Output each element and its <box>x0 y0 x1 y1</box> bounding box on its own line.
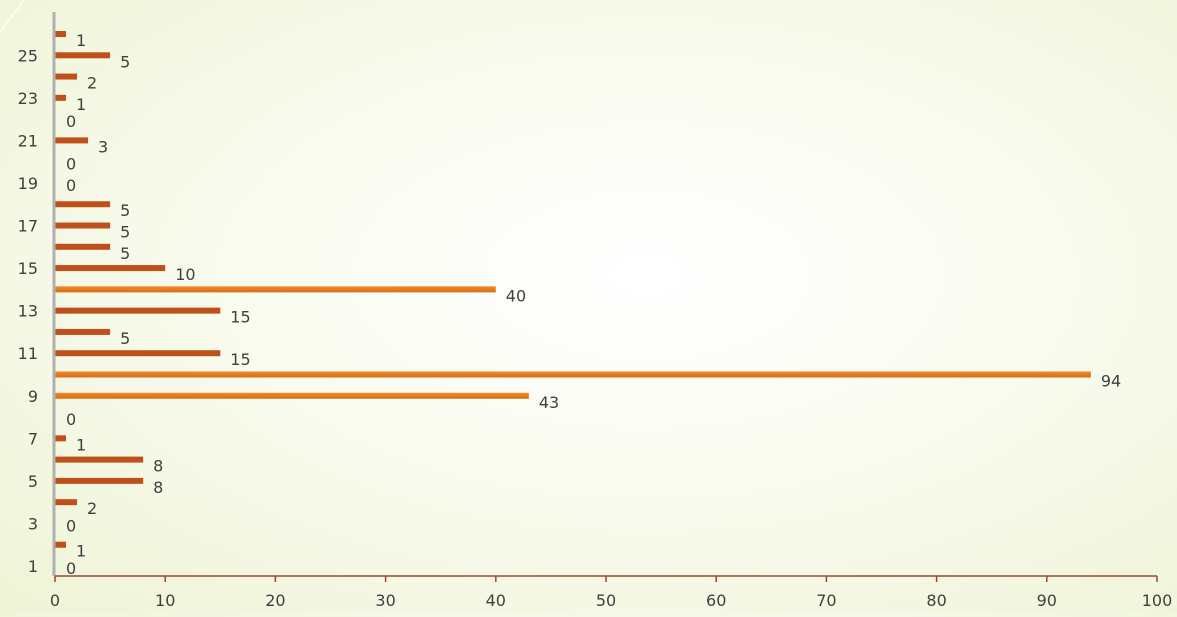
data-label: 1 <box>76 435 86 454</box>
data-label: 1 <box>76 542 86 561</box>
bar <box>55 94 67 101</box>
bar <box>55 371 1091 378</box>
y-tick-label: 23 <box>18 89 38 108</box>
x-tick-label: 0 <box>50 591 60 610</box>
data-label: 0 <box>66 559 76 578</box>
y-tick-label: 15 <box>18 259 38 278</box>
y-tick-label: 11 <box>18 344 38 363</box>
data-label: 1 <box>76 95 86 114</box>
bar <box>55 243 111 250</box>
bar <box>55 222 111 229</box>
x-tick-label: 100 <box>1142 591 1173 610</box>
bar <box>55 52 111 59</box>
data-label: 5 <box>120 223 130 242</box>
data-label: 5 <box>120 244 130 263</box>
data-label: 15 <box>230 308 250 327</box>
corner-decoration <box>0 0 25 33</box>
x-tick-label: 90 <box>1037 591 1057 610</box>
y-tick-label: 3 <box>28 514 38 533</box>
bar <box>55 499 78 506</box>
x-tick-label: 70 <box>816 591 836 610</box>
data-label: 2 <box>87 499 97 518</box>
bar <box>55 456 144 463</box>
data-label: 1 <box>76 31 86 50</box>
data-label: 5 <box>120 52 130 71</box>
data-label: 0 <box>66 410 76 429</box>
data-label: 10 <box>175 265 195 284</box>
y-tick-label: 1 <box>28 557 38 576</box>
data-label: 0 <box>66 112 76 131</box>
x-tick-label: 30 <box>375 591 395 610</box>
data-label: 5 <box>120 201 130 220</box>
data-label: 94 <box>1101 371 1121 390</box>
data-label: 8 <box>153 457 163 476</box>
y-tick-label: 19 <box>18 174 38 193</box>
data-label: 2 <box>87 74 97 93</box>
bar <box>55 435 67 442</box>
bar <box>55 201 111 208</box>
x-tick-label: 60 <box>706 591 726 610</box>
data-label: 0 <box>66 155 76 174</box>
y-tick-label: 17 <box>18 217 38 236</box>
bar <box>55 286 496 293</box>
data-label: 0 <box>66 516 76 535</box>
y-tick-label: 21 <box>18 131 38 150</box>
bar <box>55 350 221 357</box>
data-label: 43 <box>539 393 559 412</box>
y-tick-label: 9 <box>28 387 38 406</box>
y-tick-label: 7 <box>28 429 38 448</box>
data-label: 0 <box>66 176 76 195</box>
data-label: 3 <box>98 137 108 156</box>
y-tick-label: 25 <box>18 46 38 65</box>
y-tick-label: 13 <box>18 302 38 321</box>
bar <box>55 477 144 484</box>
data-label: 15 <box>230 350 250 369</box>
bar <box>55 307 221 314</box>
data-label: 40 <box>506 286 526 305</box>
bar <box>55 31 67 37</box>
x-tick-label: 50 <box>596 591 616 610</box>
x-tick-label: 10 <box>155 591 175 610</box>
data-label: 5 <box>120 329 130 348</box>
x-tick-label: 80 <box>926 591 946 610</box>
bar <box>55 328 111 335</box>
bar <box>55 541 67 548</box>
bar <box>55 137 89 144</box>
bar <box>55 73 78 80</box>
bar <box>55 265 166 272</box>
data-label: 8 <box>153 478 163 497</box>
bar <box>55 392 529 399</box>
x-tick-label: 20 <box>265 591 285 610</box>
x-tick-label: 40 <box>486 591 506 610</box>
y-tick-label: 5 <box>28 472 38 491</box>
